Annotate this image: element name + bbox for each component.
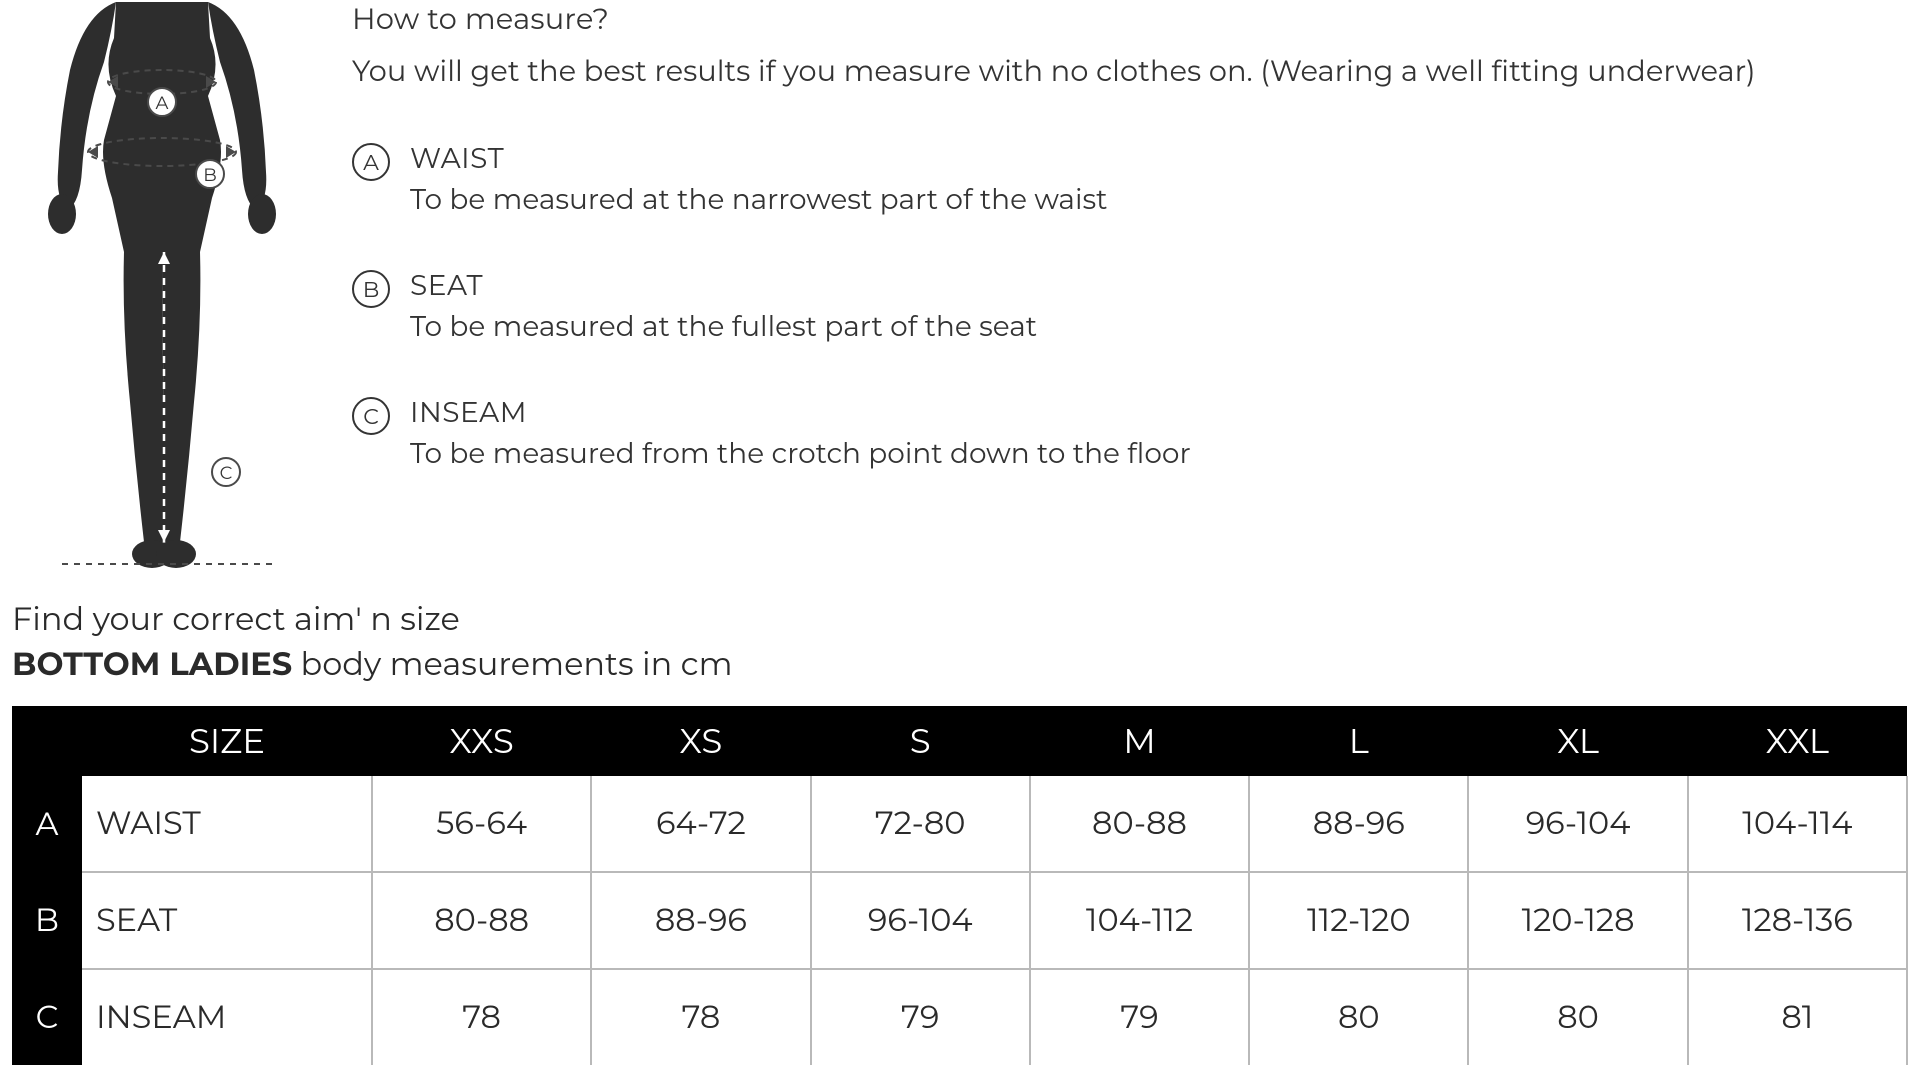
- measure-item-waist: A WAIST To be measured at the narrowest …: [352, 139, 1908, 220]
- size-cell: 80-88: [372, 872, 591, 969]
- size-cell: 80: [1249, 969, 1468, 1065]
- size-cell: 104-112: [1030, 872, 1249, 969]
- size-cell: 64-72: [591, 776, 810, 872]
- measure-name: WAIST: [410, 139, 1108, 180]
- header-size: SIZE: [82, 706, 372, 776]
- size-cell: 56-64: [372, 776, 591, 872]
- measure-desc: To be measured at the narrowest part of …: [410, 180, 1108, 221]
- bottom-ladies-line: BOTTOM LADIES body measurements in cm: [12, 645, 1908, 684]
- size-cell: 96-104: [1468, 776, 1687, 872]
- body-figure: A B C: [12, 2, 312, 582]
- row-label: SEAT: [82, 872, 372, 969]
- size-cell: 81: [1688, 969, 1907, 1065]
- table-row: A WAIST 56-64 64-72 72-80 80-88 88-96 96…: [12, 776, 1907, 872]
- header-size-col: M: [1030, 706, 1249, 776]
- size-cell: 72-80: [811, 776, 1030, 872]
- size-cell: 79: [1030, 969, 1249, 1065]
- size-chart-table: SIZE XXS XS S M L XL XXL A WAIST 56-64 6…: [12, 706, 1908, 1065]
- measure-desc: To be measured at the fullest part of th…: [410, 307, 1037, 348]
- header-size-col: L: [1249, 706, 1468, 776]
- row-letter: A: [12, 776, 82, 872]
- size-cell: 80: [1468, 969, 1687, 1065]
- size-cell: 88-96: [591, 872, 810, 969]
- size-cell: 78: [372, 969, 591, 1065]
- row-letter: C: [12, 969, 82, 1065]
- guide-text: How to measure? You will get the best re…: [352, 2, 1908, 475]
- measure-name: INSEAM: [410, 393, 1191, 434]
- size-cell: 112-120: [1249, 872, 1468, 969]
- header-size-col: S: [811, 706, 1030, 776]
- table-row: C INSEAM 78 78 79 79 80 80 81: [12, 969, 1907, 1065]
- figure-label-c: C: [220, 462, 233, 484]
- letter-badge-c: C: [352, 397, 390, 435]
- header-blank: [12, 706, 82, 776]
- bottom-ladies-rest: body measurements in cm: [292, 645, 732, 684]
- header-size-col: XS: [591, 706, 810, 776]
- how-to-measure-title: How to measure?: [352, 2, 1908, 37]
- how-to-measure-desc: You will get the best results if you mea…: [352, 51, 1908, 93]
- header-size-col: XXS: [372, 706, 591, 776]
- size-cell: 120-128: [1468, 872, 1687, 969]
- figure-label-a: A: [156, 92, 169, 114]
- letter-badge-a: A: [352, 143, 390, 181]
- bottom-ladies-bold: BOTTOM LADIES: [12, 645, 292, 684]
- row-letter: B: [12, 872, 82, 969]
- size-cell: 80-88: [1030, 776, 1249, 872]
- size-cell: 79: [811, 969, 1030, 1065]
- size-cell: 96-104: [811, 872, 1030, 969]
- size-header-row: SIZE XXS XS S M L XL XXL: [12, 706, 1907, 776]
- measure-desc: To be measured from the crotch point dow…: [410, 434, 1191, 475]
- measurement-guide: A B C How to measure? You will get the b…: [12, 0, 1908, 582]
- body-silhouette-icon: A B C: [12, 2, 312, 582]
- find-size-line: Find your correct aim' n size: [12, 600, 1908, 639]
- size-cell: 78: [591, 969, 810, 1065]
- size-cell: 104-114: [1688, 776, 1907, 872]
- measure-name: SEAT: [410, 266, 1037, 307]
- header-size-col: XL: [1468, 706, 1687, 776]
- letter-badge-b: B: [352, 270, 390, 308]
- header-size-col: XXL: [1688, 706, 1907, 776]
- measure-item-seat: B SEAT To be measured at the fullest par…: [352, 266, 1908, 347]
- row-label: INSEAM: [82, 969, 372, 1065]
- figure-label-b: B: [203, 164, 217, 186]
- measure-item-inseam: C INSEAM To be measured from the crotch …: [352, 393, 1908, 474]
- size-cell: 128-136: [1688, 872, 1907, 969]
- row-label: WAIST: [82, 776, 372, 872]
- size-cell: 88-96: [1249, 776, 1468, 872]
- table-row: B SEAT 80-88 88-96 96-104 104-112 112-12…: [12, 872, 1907, 969]
